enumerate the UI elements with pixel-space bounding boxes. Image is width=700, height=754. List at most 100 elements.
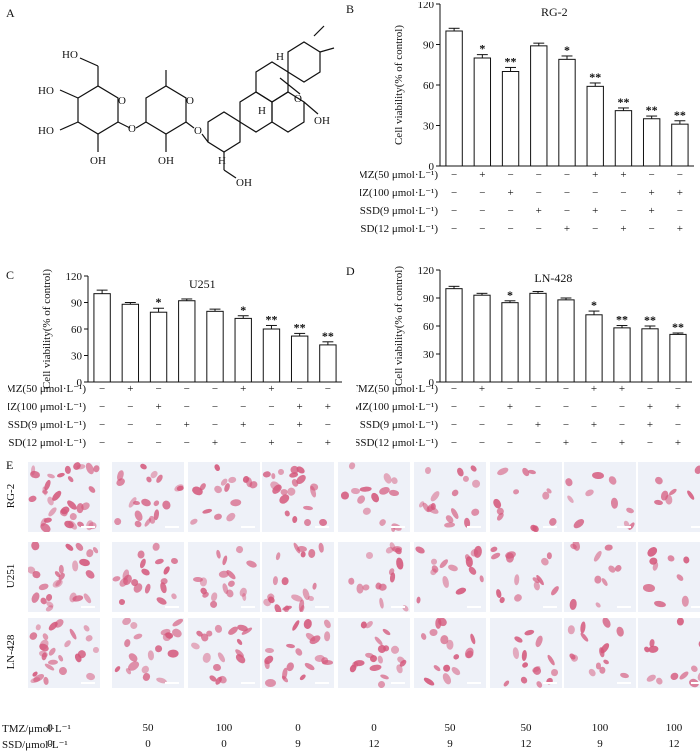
ssd-concentration-value: 0 — [47, 738, 53, 750]
stained-cell — [299, 551, 306, 559]
scale-bar — [315, 606, 329, 608]
stained-cell — [74, 542, 85, 553]
stained-cell — [451, 488, 460, 497]
stained-cell — [432, 664, 441, 673]
chart-u251: 0 30 60 90 120 Cell viability(% of control) U2… — [8, 269, 342, 449]
condition-mark: + — [677, 223, 683, 235]
condition-mark: − — [451, 187, 457, 199]
y-tick-label: 30 — [423, 349, 435, 361]
stained-cell — [378, 597, 385, 609]
stained-cell — [216, 650, 227, 663]
significance-mark: * — [479, 42, 485, 56]
chart-group: 0 30 60 90 120 Cell viability(% of control) LN… — [356, 265, 692, 449]
mol-group-o-4: O — [194, 125, 202, 137]
condition-mark: − — [184, 401, 190, 413]
scale-bar — [241, 682, 255, 684]
condition-mark: − — [184, 437, 190, 449]
stained-cell — [308, 549, 316, 559]
condition-mark: + — [647, 401, 653, 413]
stained-cell — [416, 596, 422, 604]
stained-cell — [84, 633, 94, 643]
stained-cell — [170, 592, 178, 601]
micrograph-tile — [414, 618, 486, 688]
condition-mark: − — [212, 419, 218, 431]
y-axis-label: Cell viability(% of control) — [393, 266, 405, 386]
stained-cell — [34, 623, 42, 631]
tmz-concentration-value: 100 — [591, 722, 609, 734]
stained-cell — [533, 634, 544, 648]
stained-cell — [495, 465, 510, 477]
condition-mark: − — [563, 401, 569, 413]
stained-cell — [549, 668, 559, 678]
stained-cell — [67, 475, 75, 484]
bar — [121, 303, 140, 383]
condition-mark: − — [677, 169, 683, 181]
stained-cell — [57, 665, 69, 677]
stained-cell — [303, 618, 313, 630]
stained-cell — [569, 598, 578, 610]
condition-label: TMZ(50 μmol·L⁻¹) — [360, 169, 438, 181]
mol-group-h-3: H — [218, 155, 226, 167]
stained-cell — [377, 517, 387, 528]
bar — [93, 293, 111, 383]
stained-cell — [275, 552, 282, 561]
stained-cell — [69, 512, 78, 521]
stained-cell — [28, 630, 39, 641]
stained-cell — [520, 466, 532, 479]
condition-mark: − — [647, 383, 653, 395]
condition-mark: − — [184, 383, 190, 395]
bar — [149, 311, 168, 383]
condition-mark: + — [297, 401, 303, 413]
chart-group: 0 30 60 90 120 Cell viability(% of control) U2… — [8, 269, 342, 449]
scale-bar — [81, 682, 95, 684]
stained-cell — [607, 474, 619, 486]
stained-cell — [479, 574, 485, 583]
stained-cell — [142, 671, 152, 682]
stained-cell — [154, 557, 165, 566]
scale-bar — [691, 606, 700, 608]
micrograph-tile — [638, 618, 700, 688]
scale-bar — [617, 606, 631, 608]
micrograph-tile — [188, 462, 260, 532]
tmz-concentration-value: 50 — [520, 722, 532, 734]
condition-mark: + — [591, 383, 597, 395]
stained-cell — [454, 585, 468, 596]
ssd-concentration-value: 12 — [668, 738, 680, 750]
condition-mark: − — [507, 223, 513, 235]
stained-cell — [355, 583, 364, 594]
significance-mark: * — [240, 303, 246, 317]
condition-mark: − — [591, 437, 597, 449]
panel-label-e: E — [6, 458, 14, 472]
condition-mark: − — [479, 437, 485, 449]
bar — [669, 333, 687, 383]
mol-group-ho-3: HO — [38, 125, 54, 137]
scale-bar — [81, 606, 95, 608]
condition-mark: + — [592, 205, 598, 217]
micrograph-row-label: LN-428 — [5, 634, 17, 670]
scale-bar — [315, 682, 329, 684]
stained-cell — [161, 500, 172, 511]
stained-cell — [512, 635, 524, 644]
bar — [671, 123, 689, 167]
stained-cell — [30, 542, 40, 551]
scale-bar — [543, 682, 557, 684]
stained-cell — [429, 629, 438, 637]
condition-mark: − — [99, 437, 105, 449]
stained-cell — [214, 624, 224, 634]
micrograph-tile — [490, 462, 562, 532]
micrograph-tile — [28, 618, 100, 688]
stained-cell — [38, 521, 53, 532]
mol-group-o-3: O — [186, 95, 194, 107]
condition-mark: − — [675, 383, 681, 395]
stained-cell — [348, 462, 357, 470]
stained-cell — [512, 647, 521, 660]
significance-mark: ** — [505, 54, 517, 68]
ssd-concentration-label: SSD/μmol·L⁻¹ — [2, 739, 68, 751]
condition-mark: − — [479, 187, 485, 199]
stained-cell — [350, 487, 361, 495]
stained-cell — [139, 463, 148, 471]
bar — [290, 335, 309, 383]
stained-cell — [213, 463, 221, 471]
tmz-concentration-label: TMZ/μmol·L⁻¹ — [2, 723, 71, 735]
condition-label: TMZ(100 μmol·L⁻¹) — [8, 401, 86, 413]
